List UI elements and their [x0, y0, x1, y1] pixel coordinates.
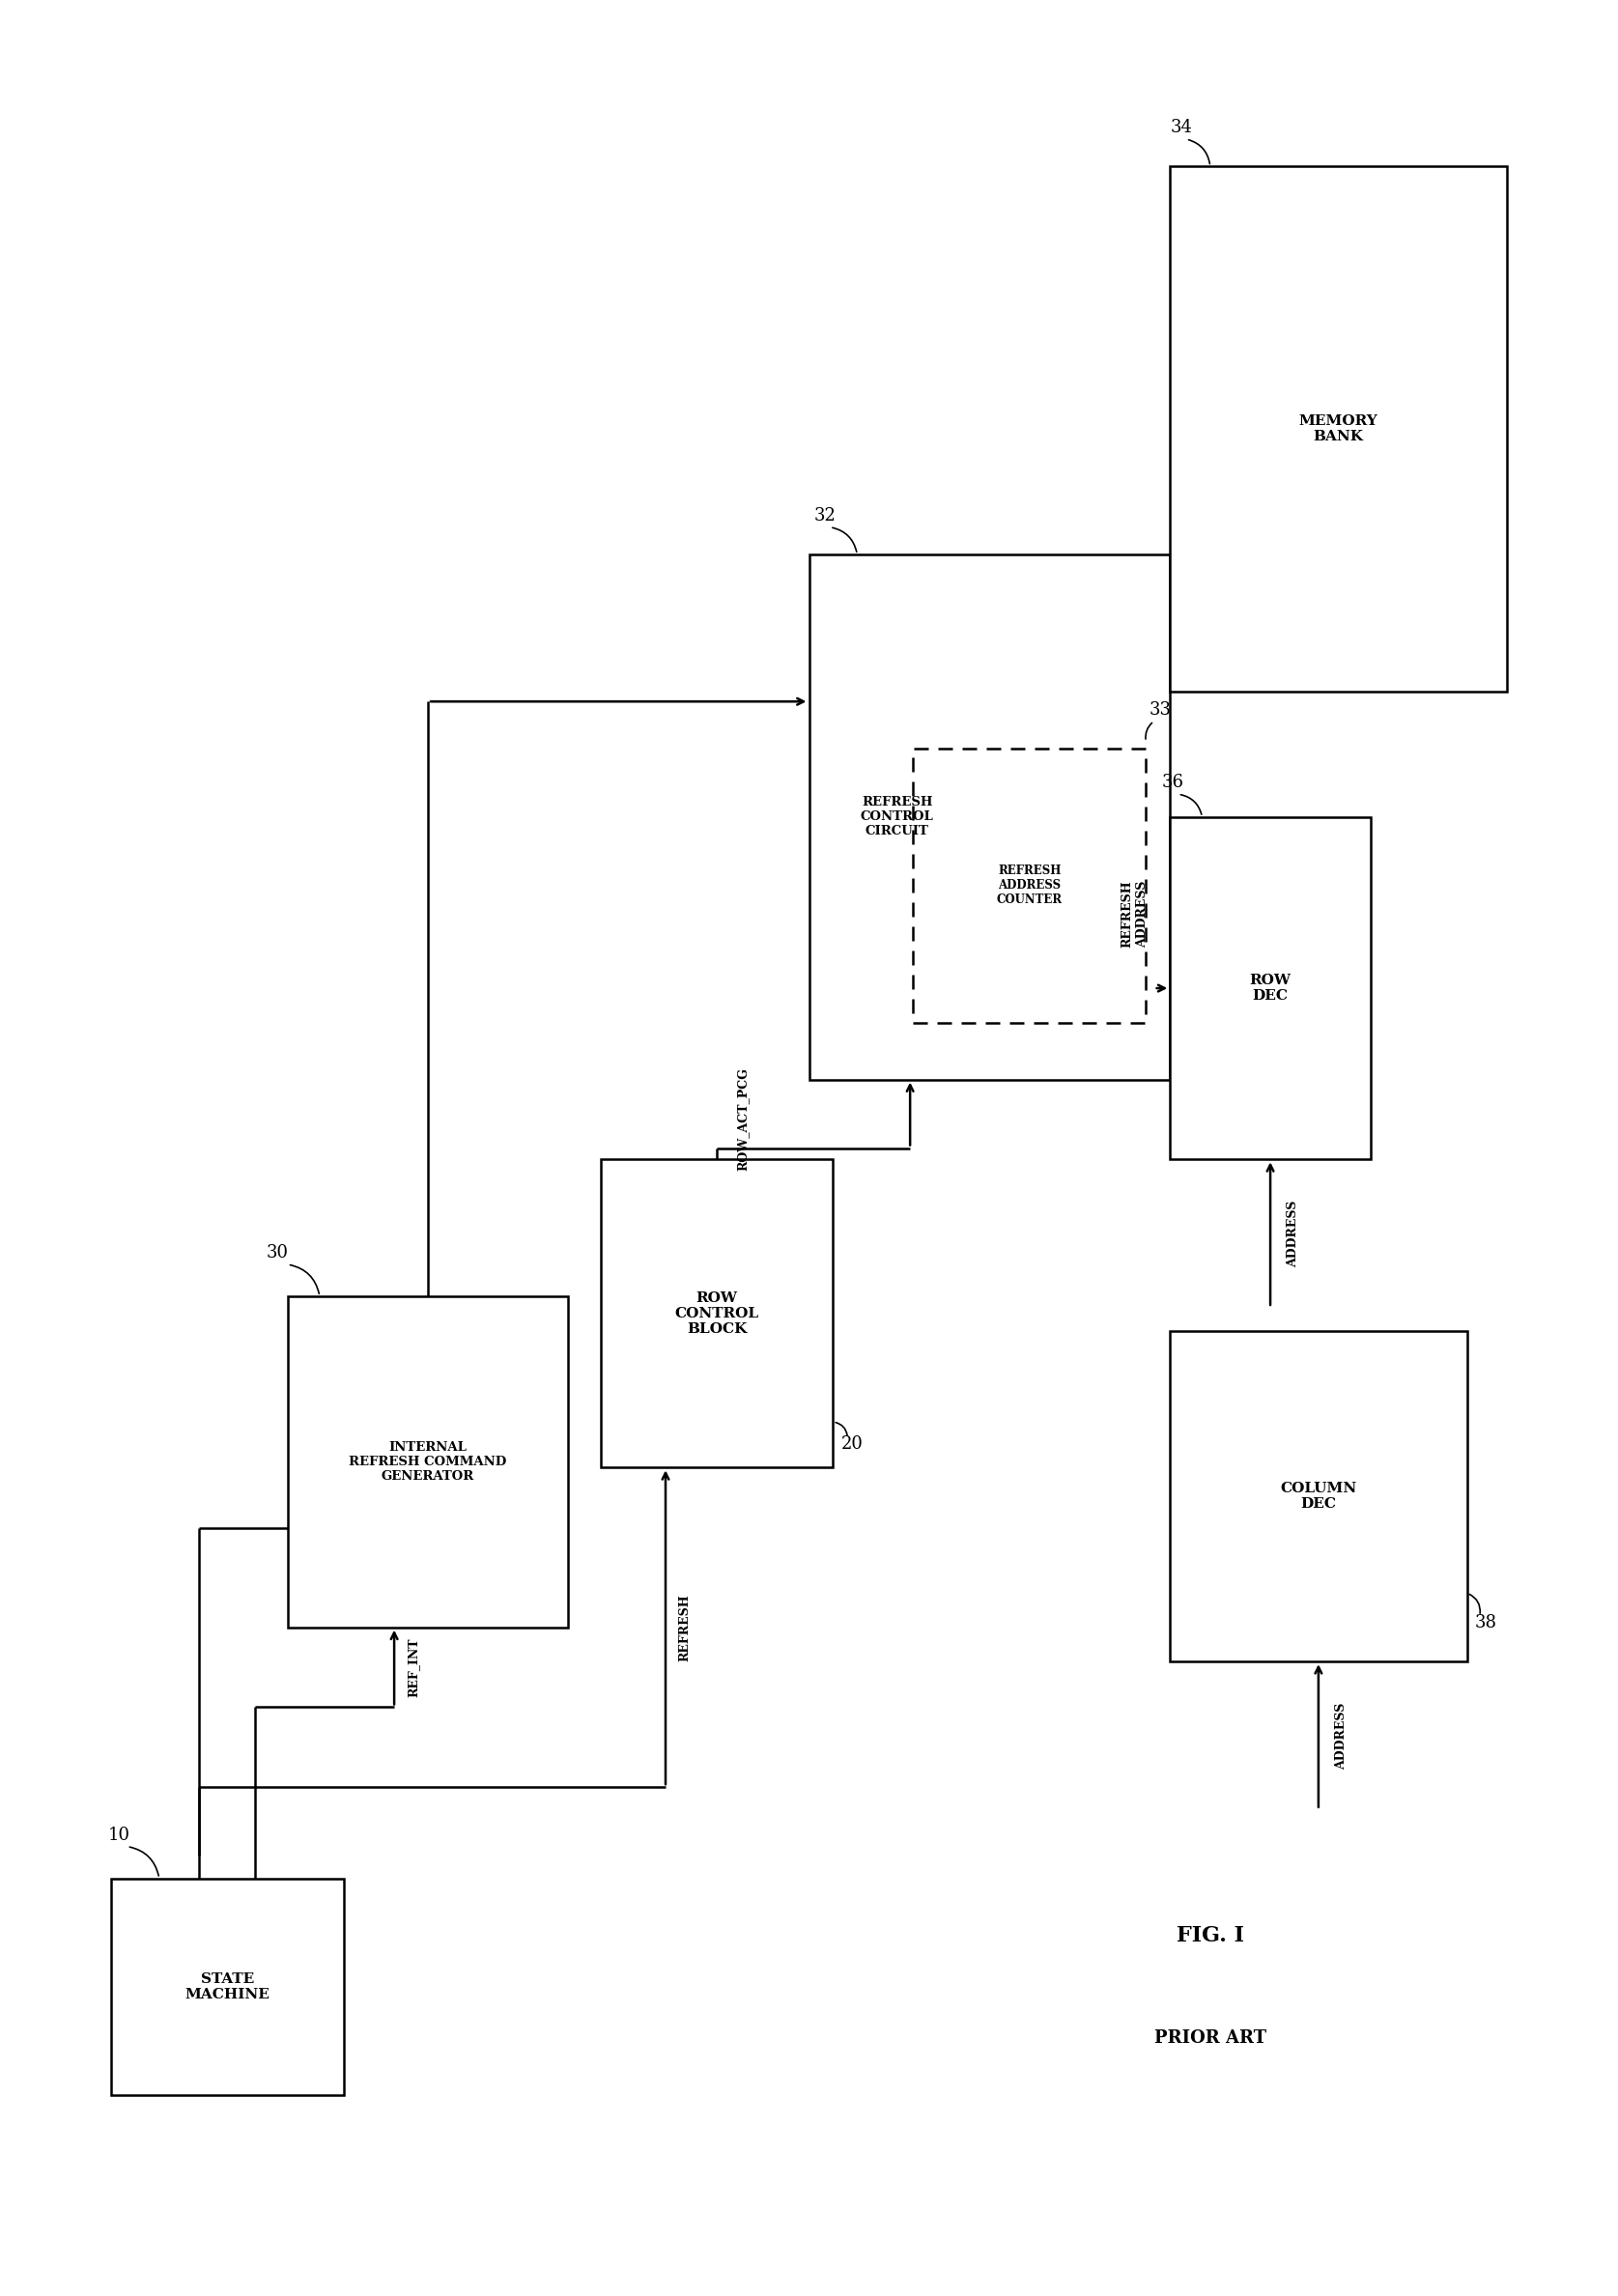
Text: MEMORY
BANK: MEMORY BANK — [1299, 413, 1379, 443]
Text: REFRESH: REFRESH — [678, 1593, 691, 1660]
Text: 20: 20 — [841, 1435, 862, 1453]
Bar — [913, 748, 1146, 1022]
Text: ADDRESS: ADDRESS — [1286, 1201, 1299, 1267]
Text: INTERNAL
REFRESH COMMAND
GENERATOR: INTERNAL REFRESH COMMAND GENERATOR — [349, 1442, 506, 1483]
Text: PRIOR ART: PRIOR ART — [1154, 2030, 1267, 2048]
Bar — [112, 1878, 343, 2096]
Text: 32: 32 — [814, 507, 837, 523]
Text: 38: 38 — [1476, 1614, 1497, 1630]
Bar — [1170, 168, 1506, 691]
Text: REFRESH
ADDRESS: REFRESH ADDRESS — [1121, 879, 1149, 948]
Text: COLUMN
DEC: COLUMN DEC — [1280, 1481, 1358, 1511]
Text: ROW_ACT_PCG: ROW_ACT_PCG — [736, 1068, 749, 1171]
Text: ADDRESS: ADDRESS — [1335, 1701, 1348, 1770]
Text: ROW
DEC: ROW DEC — [1249, 974, 1291, 1003]
Text: STATE
MACHINE: STATE MACHINE — [184, 1972, 270, 2002]
Text: 36: 36 — [1162, 774, 1184, 792]
Text: REF_INT: REF_INT — [408, 1637, 419, 1697]
Text: REFRESH
CONTROL
CIRCUIT: REFRESH CONTROL CIRCUIT — [861, 797, 934, 838]
Text: FIG. I: FIG. I — [1176, 1924, 1244, 1947]
Bar — [1170, 817, 1370, 1159]
Bar — [288, 1297, 568, 1628]
Bar — [600, 1159, 833, 1467]
Text: 34: 34 — [1170, 119, 1192, 135]
Text: 10: 10 — [108, 1825, 129, 1844]
Text: 30: 30 — [267, 1244, 290, 1261]
Bar — [809, 556, 1170, 1079]
Text: 33: 33 — [1149, 700, 1171, 719]
Text: REFRESH
ADDRESS
COUNTER: REFRESH ADDRESS COUNTER — [997, 866, 1063, 907]
Bar — [1170, 1332, 1468, 1662]
Text: ROW
CONTROL
BLOCK: ROW CONTROL BLOCK — [675, 1290, 759, 1336]
